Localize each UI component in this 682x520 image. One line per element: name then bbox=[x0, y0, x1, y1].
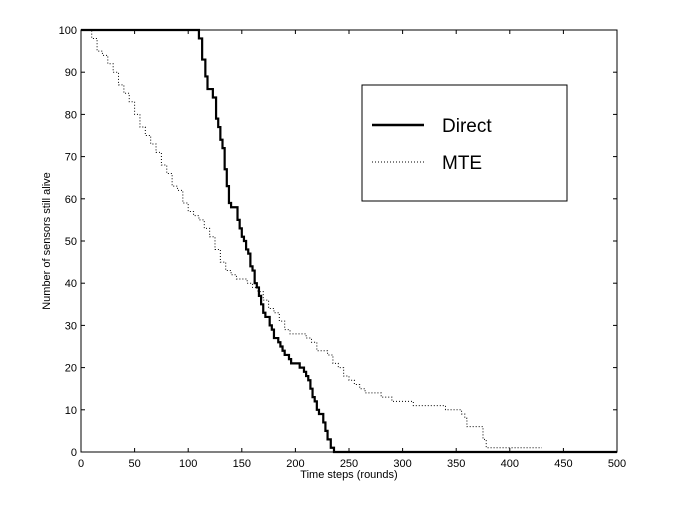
y-tick-label: 10 bbox=[65, 405, 77, 417]
y-tick-label: 0 bbox=[71, 447, 77, 459]
x-tick-label: 500 bbox=[608, 458, 626, 470]
series-line-direct bbox=[81, 28, 617, 454]
y-tick-label: 50 bbox=[65, 236, 77, 248]
y-tick-label: 20 bbox=[65, 363, 77, 375]
y-tick-label: 70 bbox=[65, 152, 77, 164]
x-tick-label: 50 bbox=[128, 458, 140, 470]
x-tick-label: 250 bbox=[340, 458, 358, 470]
x-tick-label: 200 bbox=[286, 458, 304, 470]
x-tick-label: 400 bbox=[501, 458, 519, 470]
x-axis-label: Time steps (rounds) bbox=[300, 469, 397, 481]
y-tick-label: 40 bbox=[65, 278, 77, 290]
y-tick-label: 100 bbox=[59, 25, 77, 37]
x-tick-label: 350 bbox=[447, 458, 465, 470]
x-tick-label: 300 bbox=[393, 458, 411, 470]
x-tick-label: 150 bbox=[233, 458, 251, 470]
x-tick-label: 450 bbox=[554, 458, 572, 470]
legend: Direct MTE bbox=[361, 84, 568, 202]
y-axis-label: Number of sensors still alive bbox=[41, 172, 53, 310]
plot-frame bbox=[80, 29, 618, 453]
x-tick-label: 100 bbox=[179, 458, 197, 470]
legend-box bbox=[361, 84, 568, 202]
tick-labels: 0 50 100 150 200 250 300 350 400 450 500 0 10 20 30 40 5… bbox=[59, 25, 627, 470]
legend-label-direct: Direct bbox=[442, 116, 492, 137]
y-tick-label: 90 bbox=[65, 67, 77, 79]
x-tick-label: 0 bbox=[78, 458, 84, 470]
series-line-mte bbox=[86, 29, 542, 449]
y-tick-label: 60 bbox=[65, 194, 77, 206]
legend-label-mte: MTE bbox=[442, 153, 482, 174]
y-tick-label: 30 bbox=[65, 320, 77, 332]
y-tick-label: 80 bbox=[65, 109, 77, 121]
series-layer bbox=[81, 28, 617, 454]
